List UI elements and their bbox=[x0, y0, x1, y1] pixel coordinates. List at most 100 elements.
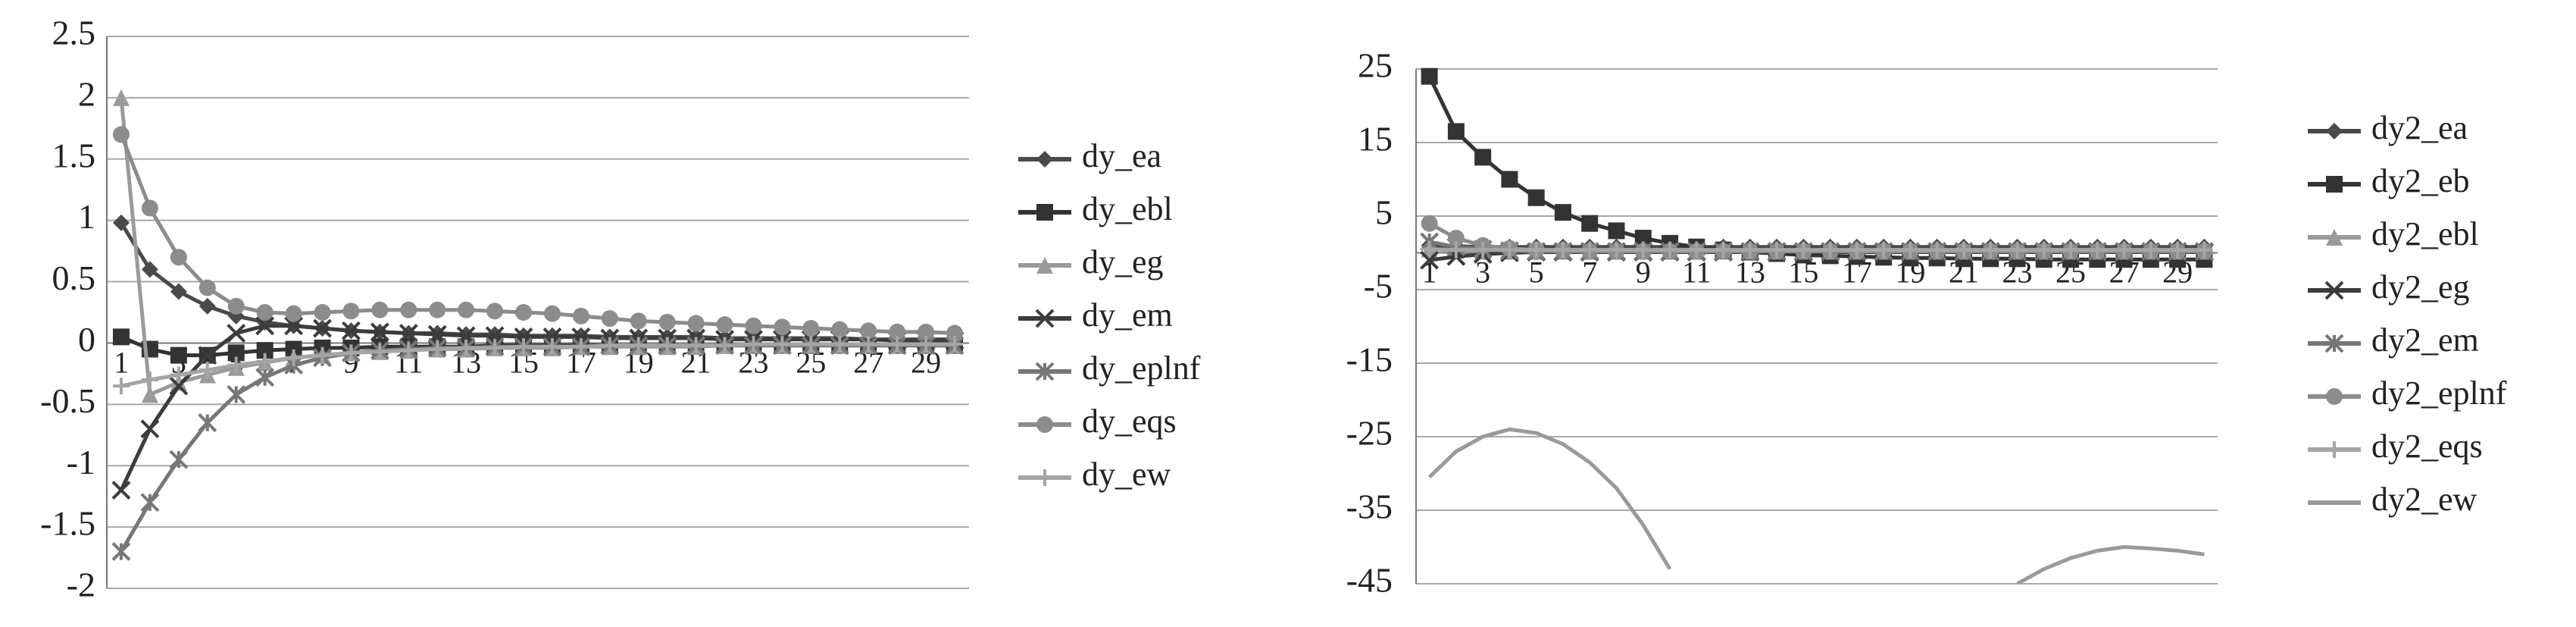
marker bbox=[170, 283, 187, 300]
marker bbox=[745, 336, 762, 353]
marker bbox=[199, 362, 216, 379]
marker bbox=[427, 324, 447, 344]
marker bbox=[1662, 241, 1679, 259]
marker bbox=[285, 349, 302, 366]
marker bbox=[227, 297, 245, 315]
marker bbox=[1554, 241, 1571, 259]
marker bbox=[1474, 241, 1492, 259]
marker bbox=[1902, 241, 1919, 259]
marker bbox=[112, 328, 130, 346]
marker bbox=[831, 336, 849, 353]
marker bbox=[399, 324, 418, 343]
x-tick-label: 7 bbox=[1582, 256, 1597, 290]
marker bbox=[1527, 189, 1545, 206]
marker bbox=[371, 343, 389, 360]
marker bbox=[1447, 123, 1465, 140]
marker bbox=[198, 413, 217, 433]
marker bbox=[1608, 241, 1625, 259]
y-tick-label: -45 bbox=[1346, 561, 1393, 600]
marker bbox=[111, 542, 131, 561]
legend-label: dy_ew bbox=[1082, 456, 1171, 493]
marker bbox=[716, 337, 733, 354]
x-tick-label: 3 bbox=[1475, 256, 1490, 290]
marker bbox=[2324, 334, 2344, 353]
marker bbox=[342, 321, 361, 340]
marker bbox=[2169, 241, 2187, 259]
legend-label: dy_eg bbox=[1082, 243, 1164, 281]
marker bbox=[255, 368, 275, 387]
y-tick-label: 25 bbox=[1358, 46, 1393, 85]
x-tick-label: 5 bbox=[1529, 256, 1544, 290]
y-tick-label: 5 bbox=[1375, 193, 1393, 232]
marker bbox=[918, 323, 935, 340]
marker bbox=[400, 301, 417, 318]
marker bbox=[227, 356, 245, 374]
marker bbox=[802, 336, 820, 353]
legend-label: dy_em bbox=[1082, 296, 1173, 334]
marker bbox=[630, 312, 647, 330]
marker bbox=[1741, 241, 1758, 259]
marker bbox=[141, 199, 158, 217]
marker bbox=[1581, 241, 1599, 259]
x-tick-label: 13 bbox=[1735, 256, 1765, 290]
marker bbox=[1447, 230, 1465, 247]
marker bbox=[2035, 241, 2052, 259]
marker bbox=[285, 305, 302, 322]
legend-label: dy2_eg bbox=[2371, 268, 2470, 306]
y-tick-label: -0.5 bbox=[40, 381, 95, 420]
y-tick-label: 0 bbox=[78, 320, 95, 359]
y-tick-label: -25 bbox=[1346, 414, 1393, 453]
y-tick-label: 15 bbox=[1358, 120, 1393, 158]
x-tick-label: 1 bbox=[114, 346, 129, 380]
legend-label: dy_eplnf bbox=[1082, 350, 1201, 387]
series-line bbox=[1427, 75, 2205, 262]
marker bbox=[429, 301, 446, 318]
marker bbox=[112, 378, 130, 395]
marker bbox=[1768, 241, 1786, 259]
marker bbox=[1875, 241, 1893, 259]
marker bbox=[2326, 441, 2343, 458]
series-line bbox=[1429, 243, 2205, 249]
marker bbox=[1928, 241, 1946, 259]
marker bbox=[802, 320, 820, 337]
marker bbox=[169, 376, 189, 396]
marker bbox=[256, 353, 274, 370]
series-line bbox=[1427, 427, 2205, 584]
legend-label: dy2_eqs bbox=[2371, 428, 2483, 465]
marker bbox=[458, 301, 475, 318]
marker bbox=[2326, 229, 2343, 246]
marker bbox=[486, 339, 504, 356]
marker bbox=[256, 342, 274, 359]
y-tick-label: -1.5 bbox=[40, 504, 95, 543]
marker bbox=[170, 346, 187, 364]
marker bbox=[687, 337, 705, 354]
marker bbox=[227, 324, 246, 343]
x-tick-label: 9 bbox=[1636, 256, 1651, 290]
marker bbox=[1036, 204, 1053, 221]
marker bbox=[400, 342, 417, 359]
legend-label: dy2_ea bbox=[2371, 109, 2468, 146]
marker bbox=[572, 307, 589, 324]
marker bbox=[1036, 151, 1053, 168]
marker bbox=[1447, 241, 1465, 259]
marker bbox=[1795, 241, 1812, 259]
marker bbox=[170, 249, 187, 266]
marker bbox=[2324, 281, 2344, 300]
marker bbox=[1608, 222, 1625, 240]
marker bbox=[601, 310, 618, 328]
marker bbox=[198, 346, 217, 365]
legend-label: dy2_em bbox=[2371, 321, 2479, 359]
marker bbox=[630, 337, 647, 354]
plot bbox=[111, 89, 964, 561]
marker bbox=[1715, 241, 1732, 259]
legend-label: dy2_ew bbox=[2371, 481, 2478, 518]
marker bbox=[658, 313, 676, 331]
marker bbox=[658, 337, 676, 354]
marker bbox=[1421, 240, 1438, 258]
marker bbox=[2115, 241, 2133, 259]
legend-label: dy2_ebl bbox=[2371, 215, 2479, 252]
marker bbox=[371, 301, 389, 318]
marker bbox=[745, 317, 762, 334]
marker bbox=[141, 261, 158, 278]
y-tick-label: -5 bbox=[1364, 267, 1393, 306]
